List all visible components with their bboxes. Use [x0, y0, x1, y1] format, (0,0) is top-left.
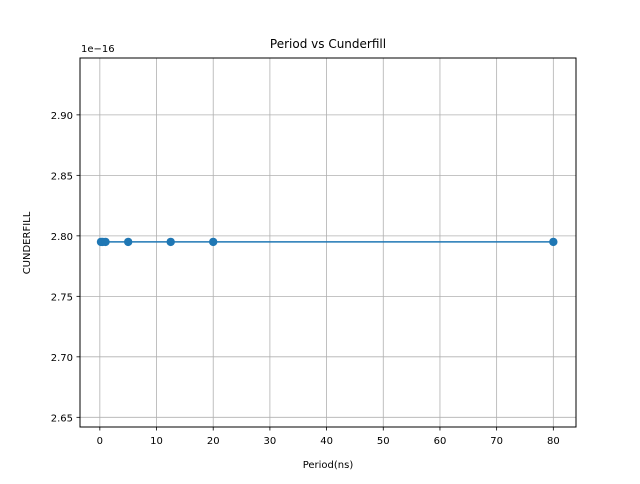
x-tick-label: 40 [320, 436, 333, 447]
series-layer [96, 237, 558, 247]
y-axis-ticks: 2.65 2.70 2.75 2.80 2.85 2.90 [51, 111, 80, 424]
chart-title: Period vs Cunderfill [270, 37, 386, 51]
y-tick-label: 2.75 [51, 292, 73, 303]
x-axis-ticks: 0 10 20 30 40 50 60 70 80 [97, 427, 560, 447]
x-tick-label: 30 [264, 436, 277, 447]
x-tick-label: 20 [207, 436, 220, 447]
x-tick-label: 10 [150, 436, 163, 447]
x-tick-label: 50 [377, 436, 390, 447]
x-axis-label: Period(ns) [303, 460, 354, 471]
data-point [549, 237, 558, 247]
y-tick-label: 2.90 [51, 111, 73, 122]
y-tick-label: 2.65 [51, 413, 73, 424]
y-offset-label: 1e−16 [81, 44, 115, 55]
data-point [166, 237, 175, 247]
y-tick-label: 2.80 [51, 232, 73, 243]
data-point [123, 237, 133, 247]
y-tick-label: 2.85 [51, 171, 73, 182]
x-tick-label: 60 [434, 436, 447, 447]
y-axis-label: CUNDERFILL [22, 211, 33, 274]
plot-frame [79, 57, 577, 428]
y-tick-label: 2.70 [51, 353, 73, 364]
x-tick-label: 80 [547, 436, 560, 447]
x-tick-label: 70 [490, 436, 503, 447]
data-point [101, 237, 110, 247]
x-tick-label: 0 [97, 436, 103, 447]
data-point [209, 237, 218, 247]
